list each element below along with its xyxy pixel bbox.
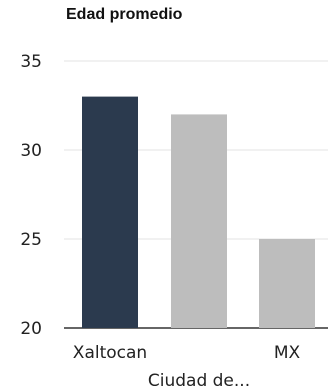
- y-tick-label: 30: [20, 141, 42, 161]
- x-category-label: MX: [274, 343, 301, 363]
- x-category-label: Ciudad de...: [148, 371, 250, 390]
- y-tick-label: 20: [20, 319, 42, 339]
- x-category-label: Xaltocan: [73, 343, 147, 363]
- bar-1: [82, 96, 138, 328]
- y-tick-label: 25: [20, 230, 42, 250]
- bar-2: [171, 114, 227, 329]
- y-tick-label: 35: [20, 52, 42, 72]
- bar-3: [259, 239, 315, 328]
- chart-title: Edad promedio: [66, 6, 183, 23]
